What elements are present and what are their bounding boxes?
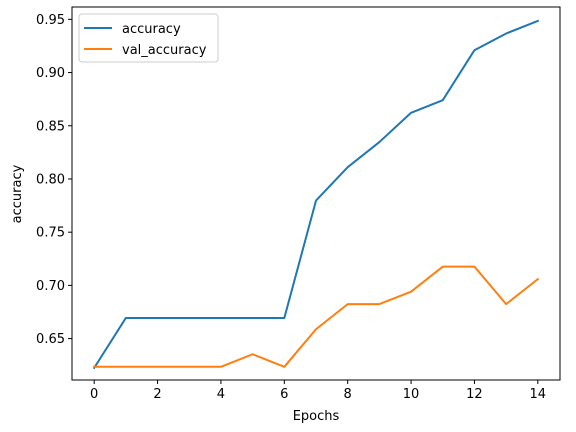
y-tick-label: 0.75 bbox=[36, 226, 65, 241]
x-axis: 0 2 4 6 8 10 12 14 bbox=[90, 380, 546, 402]
y-tick-label: 0.70 bbox=[36, 279, 65, 294]
x-tick-label: 14 bbox=[530, 387, 547, 402]
legend-label-accuracy: accuracy bbox=[122, 22, 181, 37]
y-axis-label: accuracy bbox=[10, 164, 25, 223]
x-tick-label: 6 bbox=[280, 387, 288, 402]
x-tick-label: 0 bbox=[90, 387, 98, 402]
legend-label-val-accuracy: val_accuracy bbox=[122, 43, 207, 58]
x-axis-label: Epochs bbox=[293, 409, 340, 424]
legend-box bbox=[78, 13, 219, 63]
y-axis: 0.65 0.70 0.75 0.80 0.85 0.90 0.95 bbox=[36, 13, 72, 347]
x-tick-label: 2 bbox=[153, 387, 161, 402]
x-tick-label: 8 bbox=[344, 387, 352, 402]
y-tick-label: 0.90 bbox=[36, 66, 65, 81]
x-tick-label: 12 bbox=[466, 387, 483, 402]
series-line-accuracy bbox=[92, 19, 540, 370]
legend: accuracy val_accuracy bbox=[78, 13, 219, 63]
y-tick-label: 0.80 bbox=[36, 172, 65, 187]
plot-lines bbox=[92, 19, 540, 370]
plot-frame bbox=[71, 6, 561, 381]
x-tick-label: 10 bbox=[403, 387, 420, 402]
y-tick-label: 0.95 bbox=[36, 13, 65, 28]
y-tick-label: 0.65 bbox=[36, 332, 65, 347]
y-tick-label: 0.85 bbox=[36, 119, 65, 134]
x-tick-label: 4 bbox=[217, 387, 225, 402]
series-line-val-accuracy bbox=[93, 265, 540, 368]
